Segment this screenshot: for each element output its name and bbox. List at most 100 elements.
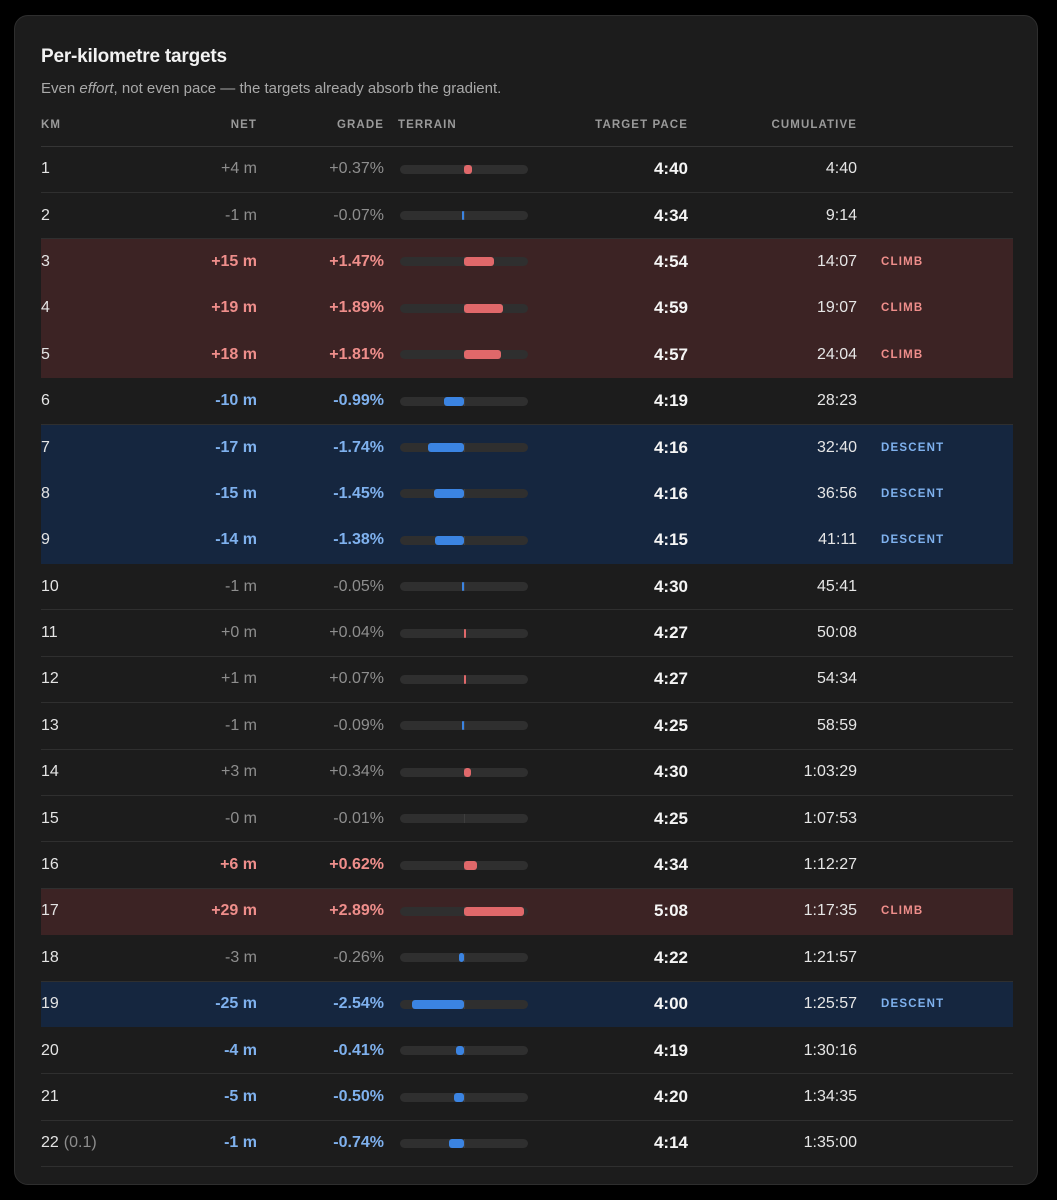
grade-value: -2.54%	[333, 995, 384, 1013]
terrain-cell	[384, 981, 528, 1027]
grade-value: -1.74%	[333, 438, 384, 456]
terrain-bar	[462, 211, 464, 221]
cumulative-time: 1:35:00	[688, 1120, 857, 1168]
terrain-bar	[456, 1046, 464, 1056]
descent-badge: DESCENT	[881, 998, 945, 1011]
terrain-cell	[384, 517, 528, 563]
grade-value: -0.09%	[257, 702, 384, 750]
terrain-track	[400, 628, 528, 638]
terrain-center-line	[463, 396, 465, 406]
terrain-bar	[462, 582, 464, 592]
terrain-track	[400, 674, 528, 684]
net-elevation: -1 m	[141, 1120, 257, 1168]
table-row: 19 -25 m -2.54% 4:00 1:25:57 DESCENT	[41, 981, 1013, 1028]
table-row: 14 +3 m +0.34% 4:30 1:03:29	[41, 749, 1013, 796]
cumulative-time: 41:11	[818, 531, 857, 549]
terrain-bar	[428, 443, 464, 453]
terrain-track	[400, 211, 528, 221]
cumulative-time: 50:08	[688, 609, 857, 657]
target-pace: 4:19	[528, 377, 688, 425]
tag-cell	[857, 934, 1013, 982]
km-cell: 19	[41, 981, 141, 1027]
net-elevation: +29 m	[211, 902, 257, 920]
terrain-center-line	[463, 535, 465, 545]
tag-cell	[857, 1027, 1013, 1075]
terrain-cell	[384, 192, 528, 240]
terrain-track	[400, 814, 528, 824]
grade-value: -0.74%	[257, 1120, 384, 1168]
cumulative-time: 1:21:57	[688, 934, 857, 982]
target-pace: 4:25	[528, 795, 688, 843]
target-pace: 4:19	[528, 1027, 688, 1075]
terrain-bar	[464, 350, 501, 360]
terrain-track	[400, 535, 528, 545]
terrain-cell	[384, 888, 528, 934]
card-subtitle: Even effort, not even pace — the targets…	[41, 80, 501, 97]
terrain-center-line	[463, 1092, 465, 1102]
tag-cell	[857, 795, 1013, 843]
net-elevation: -1 m	[141, 192, 257, 240]
target-pace: 4:57	[653, 344, 688, 364]
km-number: 12	[41, 670, 59, 688]
terrain-center-line	[463, 814, 465, 824]
target-pace: 4:20	[528, 1073, 688, 1121]
km-cell: 3	[41, 239, 141, 285]
cumulative-time: 54:34	[688, 656, 857, 704]
cumulative-time: 1:12:27	[688, 841, 857, 889]
km-number: 9	[41, 531, 50, 549]
km-number: 5	[41, 345, 50, 363]
km-number: 14	[41, 763, 59, 781]
tag-cell	[857, 702, 1013, 750]
tag-cell	[857, 1073, 1013, 1121]
cumulative-time: 36:56	[816, 484, 857, 502]
table-row: 18 -3 m -0.26% 4:22 1:21:57	[41, 934, 1013, 982]
terrain-center-line	[463, 953, 465, 963]
net-elevation: -4 m	[141, 1027, 257, 1075]
table-header-row: KM NET GRADE TERRAIN TARGET PACE CUMULAT…	[41, 114, 1013, 147]
terrain-track	[400, 443, 528, 453]
terrain-track	[400, 303, 528, 313]
table-row: 8 -15 m -1.45% 4:16 36:56 DESCENT	[41, 470, 1013, 518]
grade-value: -0.07%	[257, 192, 384, 240]
tag-cell	[857, 377, 1013, 425]
climb-badge: CLIMB	[881, 302, 924, 315]
table-row: 1 +4 m +0.37% 4:40 4:40	[41, 146, 1013, 193]
terrain-bar	[464, 860, 477, 870]
terrain-bar	[435, 535, 464, 545]
terrain-track	[400, 164, 528, 174]
net-elevation: -14 m	[215, 531, 257, 549]
tag-cell	[857, 749, 1013, 796]
cumulative-time: 1:17:35	[803, 902, 857, 920]
terrain-track	[400, 350, 528, 360]
tag-cell	[857, 841, 1013, 889]
header-net: NET	[141, 114, 257, 147]
table-row: 22 (0.1) -1 m -0.74% 4:14 1:35:00	[41, 1120, 1013, 1168]
terrain-cell	[384, 563, 528, 611]
terrain-center-line	[463, 443, 465, 453]
terrain-track	[400, 257, 528, 267]
terrain-track	[400, 721, 528, 731]
terrain-cell	[384, 146, 528, 193]
grade-value: +1.89%	[329, 299, 384, 317]
tag-cell	[857, 146, 1013, 193]
target-pace: 4:16	[653, 437, 688, 457]
km-number: 19	[41, 995, 59, 1013]
target-pace: 4:34	[528, 192, 688, 240]
cumulative-time: 1:03:29	[688, 749, 857, 796]
target-pace: 4:54	[653, 251, 688, 271]
tag-cell	[857, 1120, 1013, 1168]
grade-value: -0.26%	[257, 934, 384, 982]
terrain-cell	[384, 239, 528, 285]
km-cell: 7	[41, 424, 141, 470]
target-pace: 5:08	[653, 901, 688, 921]
terrain-bar	[464, 164, 472, 174]
km-cell: 6	[41, 377, 141, 425]
terrain-track	[400, 1046, 528, 1056]
header-cumulative: CUMULATIVE	[688, 114, 857, 147]
km-number: 20	[41, 1041, 59, 1059]
terrain-bar	[464, 628, 466, 638]
cumulative-time: 19:07	[816, 299, 857, 317]
cumulative-time: 1:25:57	[803, 995, 857, 1013]
net-elevation: -25 m	[215, 995, 257, 1013]
subtitle-after: , not even pace — the targets already ab…	[113, 80, 502, 97]
